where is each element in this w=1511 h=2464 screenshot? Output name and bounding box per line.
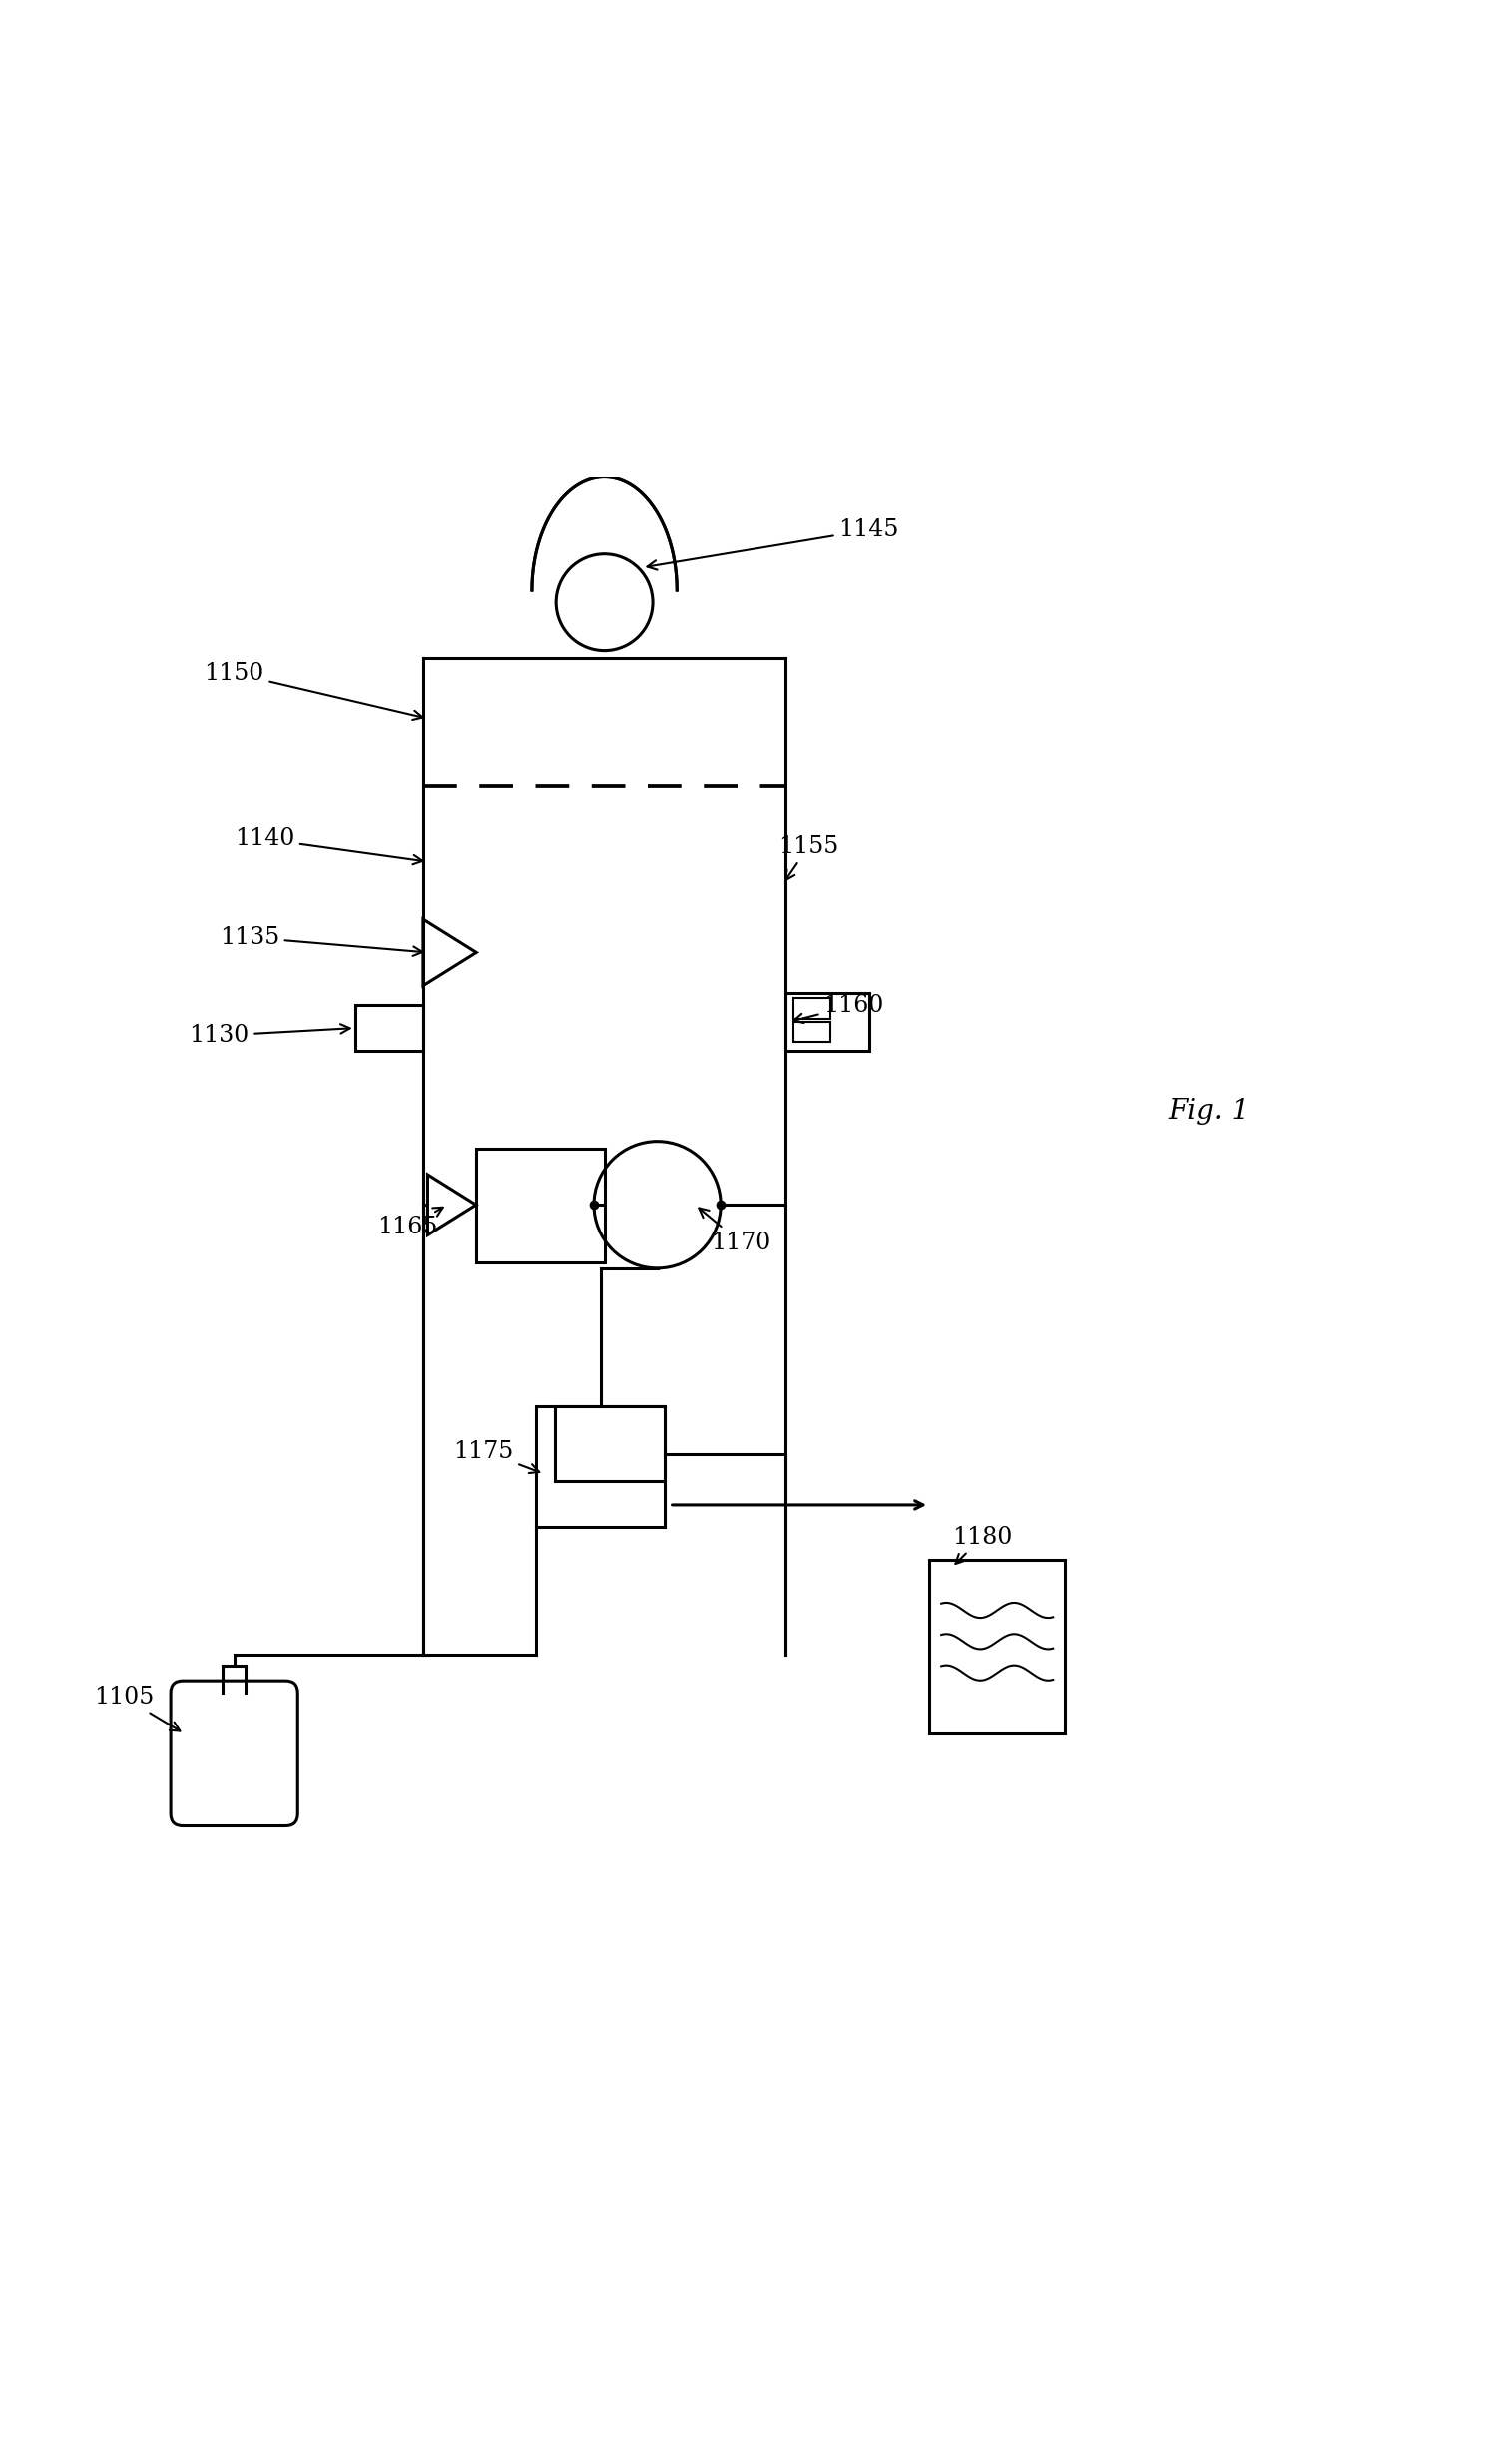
Text: 1140: 1140 [234,828,423,865]
Text: 1105: 1105 [94,1685,180,1732]
Bar [793,1023,831,1042]
Bar [355,1005,423,1050]
Text: 1175: 1175 [453,1439,539,1473]
Bar [476,1148,604,1262]
Bar [536,1407,665,1528]
Bar [793,998,831,1018]
Text: 1130: 1130 [189,1025,351,1047]
Text: 1160: 1160 [793,993,884,1023]
Bar [929,1560,1065,1735]
Text: Fig. 1: Fig. 1 [1168,1096,1250,1124]
Text: 1135: 1135 [219,926,423,956]
Text: 1150: 1150 [204,660,423,719]
Text: 1180: 1180 [952,1525,1012,1565]
FancyBboxPatch shape [171,1680,298,1826]
Text: 1145: 1145 [647,517,899,569]
Bar [555,1407,665,1481]
Text: 1170: 1170 [700,1207,771,1254]
Text: 1155: 1155 [778,835,839,880]
Text: 1165: 1165 [378,1207,443,1239]
Bar [786,993,869,1050]
